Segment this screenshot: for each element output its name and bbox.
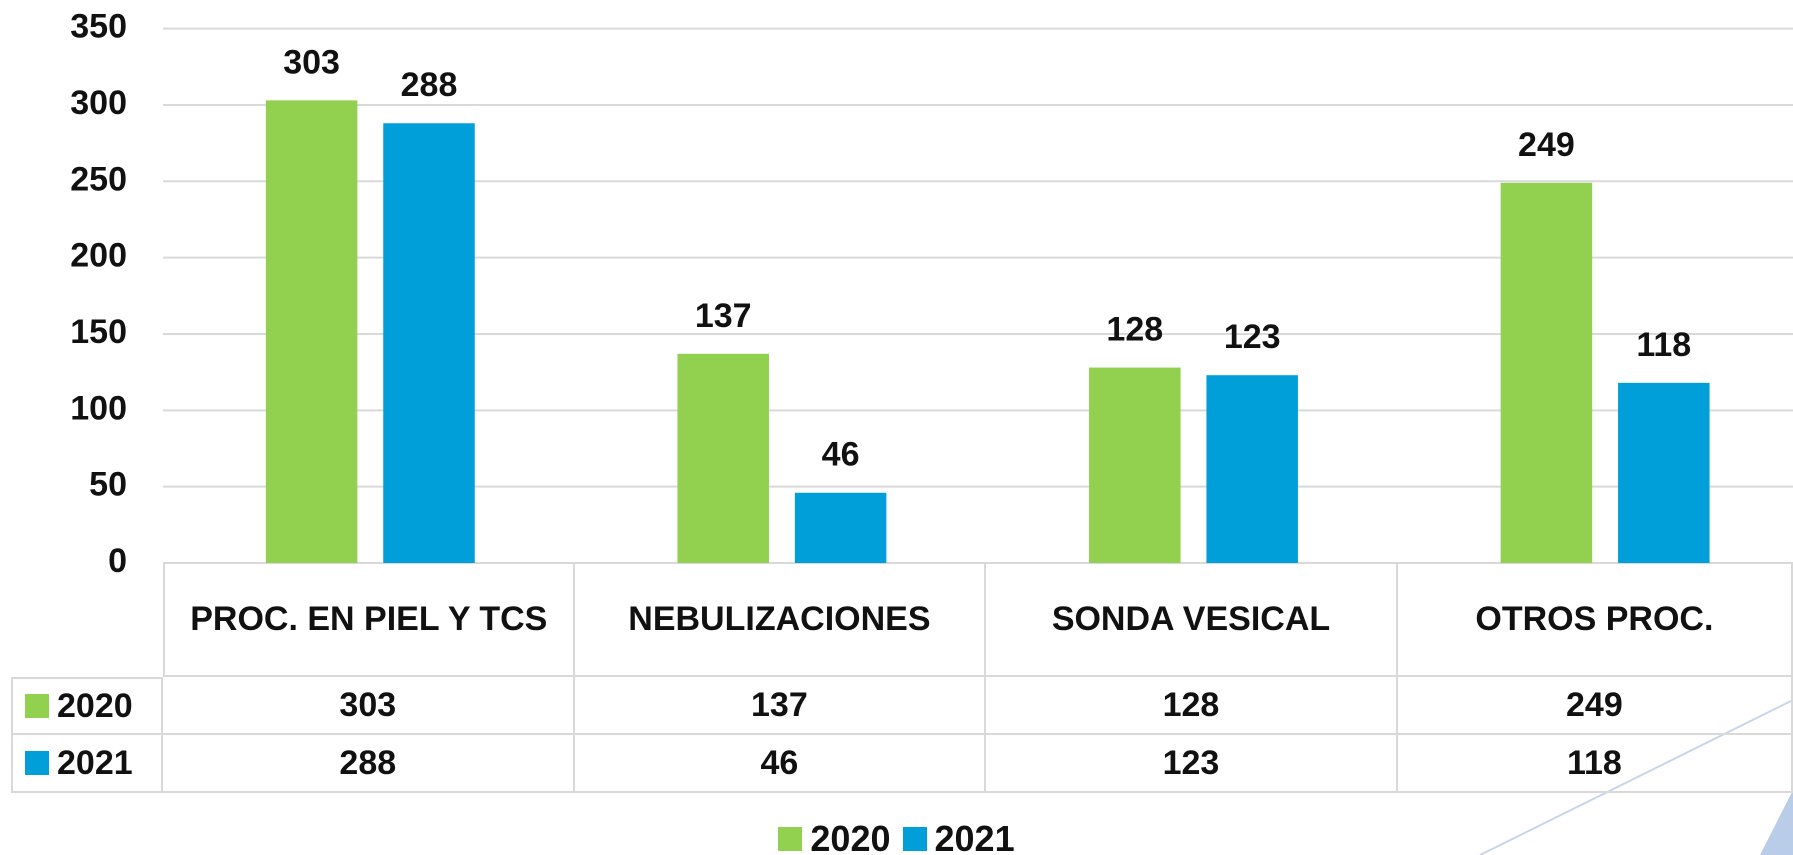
legend-label: 2021 xyxy=(934,818,1015,855)
table-value: 288 xyxy=(163,735,575,793)
y-tick-label: 50 xyxy=(89,466,127,504)
table-row-label: 2020 xyxy=(11,677,163,735)
y-tick-label: 300 xyxy=(70,84,127,122)
y-tick-label: 250 xyxy=(70,160,127,198)
table-value: 303 xyxy=(163,677,575,735)
data-label: 137 xyxy=(695,297,752,335)
decor-triangle xyxy=(1760,790,1793,855)
x-tick-label: SONDA VESICAL xyxy=(986,563,1398,677)
table-value: 46 xyxy=(574,735,987,793)
bar xyxy=(1500,182,1593,564)
bar xyxy=(265,100,358,563)
table-row-label: 2021 xyxy=(11,735,163,793)
data-label: 118 xyxy=(1636,326,1691,364)
legend-swatch xyxy=(778,827,803,851)
legend-swatch xyxy=(902,827,927,851)
x-tick-label: OTROS PROC. xyxy=(1397,563,1793,677)
y-tick-label: 100 xyxy=(70,389,127,427)
x-tick-label: PROC. EN PIEL Y TCS xyxy=(163,563,575,677)
data-label: 128 xyxy=(1106,311,1163,349)
table-value: 137 xyxy=(574,677,987,735)
row-label-text: 2021 xyxy=(57,744,133,782)
table-value: 118 xyxy=(1397,735,1793,793)
table-value: 249 xyxy=(1397,677,1793,735)
table-value: 128 xyxy=(986,677,1398,735)
bar xyxy=(1089,367,1181,563)
legend-swatch xyxy=(25,694,49,718)
bar xyxy=(677,353,769,563)
x-tick-label: NEBULIZACIONES xyxy=(574,563,987,677)
data-label: 288 xyxy=(401,66,458,104)
decor-line xyxy=(1479,699,1793,855)
y-tick-label: 150 xyxy=(70,313,127,351)
legend-item: 2020 xyxy=(778,818,891,855)
bar xyxy=(383,123,475,564)
bar xyxy=(1206,375,1298,563)
table-value: 123 xyxy=(986,735,1398,793)
y-tick-label: 200 xyxy=(70,237,127,275)
legend-item: 2021 xyxy=(902,818,1015,855)
data-label: 123 xyxy=(1224,318,1281,356)
data-label: 46 xyxy=(822,436,860,474)
legend: 2020 2021 xyxy=(0,818,1793,855)
bar xyxy=(794,492,887,563)
y-tick-label: 0 xyxy=(108,542,127,580)
data-label: 249 xyxy=(1518,126,1575,164)
row-label-text: 2020 xyxy=(57,687,133,725)
y-tick-label: 350 xyxy=(70,8,127,46)
legend-swatch xyxy=(25,751,49,775)
bar xyxy=(1618,382,1710,563)
data-label: 303 xyxy=(283,43,340,81)
legend-label: 2020 xyxy=(810,818,891,855)
